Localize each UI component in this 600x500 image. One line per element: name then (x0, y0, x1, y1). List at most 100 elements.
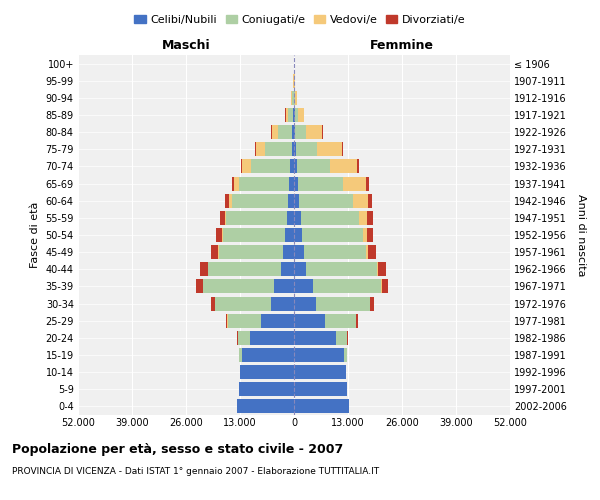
Bar (301, 211, 359, 225)
Bar (330, 160, 357, 173)
Bar (240, 365, 294, 379)
Bar (196, 280, 203, 293)
Bar (232, 194, 288, 207)
Bar (294, 382, 347, 396)
Bar (357, 160, 359, 173)
Bar (250, 331, 294, 345)
Text: Popolazione per età, sesso e stato civile - 2007: Popolazione per età, sesso e stato civil… (12, 442, 343, 456)
Bar (356, 314, 358, 328)
Bar (278, 125, 292, 139)
Bar (290, 160, 294, 173)
Bar (368, 245, 376, 259)
Bar (335, 331, 347, 345)
Bar (295, 91, 297, 105)
Bar (294, 314, 325, 328)
Bar (236, 400, 294, 413)
Bar (292, 91, 293, 105)
Bar (298, 108, 304, 122)
Bar (292, 142, 294, 156)
Bar (294, 262, 307, 276)
Bar (294, 400, 349, 413)
Bar (218, 245, 219, 259)
Bar (368, 194, 371, 207)
Bar (366, 245, 368, 259)
Bar (304, 245, 366, 259)
Bar (226, 314, 227, 328)
Bar (297, 160, 330, 173)
Bar (294, 365, 346, 379)
Bar (256, 142, 265, 156)
Bar (242, 348, 294, 362)
Bar (381, 280, 382, 293)
Bar (224, 211, 226, 225)
Bar (294, 176, 298, 190)
Bar (296, 142, 317, 156)
Bar (322, 125, 323, 139)
Bar (286, 108, 288, 122)
Bar (294, 348, 344, 362)
Bar (295, 125, 305, 139)
Bar (234, 176, 239, 190)
Bar (294, 108, 295, 122)
Bar (239, 382, 294, 396)
Bar (367, 211, 373, 225)
Text: Maschi: Maschi (161, 38, 211, 52)
Bar (216, 228, 223, 242)
Y-axis label: Anni di nascita: Anni di nascita (577, 194, 586, 276)
Bar (316, 296, 370, 310)
Bar (281, 262, 294, 276)
Bar (220, 211, 224, 225)
Bar (272, 125, 278, 139)
Text: PROVINCIA DI VICENZA - Dati ISTAT 1° gennaio 2007 - Elaborazione TUTTITALIA.IT: PROVINCIA DI VICENZA - Dati ISTAT 1° gen… (12, 468, 379, 476)
Bar (362, 228, 367, 242)
Legend: Celibi/Nubili, Coniugati/e, Vedovi/e, Divorziati/e: Celibi/Nubili, Coniugati/e, Vedovi/e, Di… (130, 10, 470, 29)
Bar (211, 296, 215, 310)
Bar (292, 125, 294, 139)
Bar (325, 314, 356, 328)
Bar (313, 280, 381, 293)
Bar (294, 211, 301, 225)
Bar (274, 280, 294, 293)
Bar (367, 228, 373, 242)
Bar (229, 194, 232, 207)
Bar (288, 108, 293, 122)
Bar (208, 262, 281, 276)
Bar (242, 160, 251, 173)
Bar (215, 296, 271, 310)
Bar (271, 296, 294, 310)
Bar (265, 142, 292, 156)
Bar (294, 280, 313, 293)
Bar (359, 211, 367, 225)
Bar (298, 176, 343, 190)
Bar (366, 176, 369, 190)
Bar (226, 211, 287, 225)
Bar (294, 125, 295, 139)
Bar (288, 194, 294, 207)
Bar (294, 296, 316, 310)
Bar (227, 314, 261, 328)
Bar (261, 314, 294, 328)
Bar (377, 262, 378, 276)
Bar (203, 280, 274, 293)
Bar (317, 142, 342, 156)
Bar (238, 331, 250, 345)
Bar (223, 228, 285, 242)
Bar (382, 280, 389, 293)
Bar (239, 348, 242, 362)
Bar (307, 262, 377, 276)
Bar (285, 228, 294, 242)
Bar (251, 160, 290, 173)
Bar (294, 194, 299, 207)
Bar (289, 176, 294, 190)
Bar (226, 194, 229, 207)
Text: Femmine: Femmine (370, 38, 434, 52)
Bar (239, 176, 289, 190)
Bar (219, 245, 283, 259)
Bar (232, 176, 234, 190)
Bar (211, 245, 218, 259)
Bar (294, 160, 297, 173)
Bar (370, 296, 374, 310)
Bar (294, 228, 302, 242)
Bar (241, 160, 242, 173)
Bar (342, 142, 343, 156)
